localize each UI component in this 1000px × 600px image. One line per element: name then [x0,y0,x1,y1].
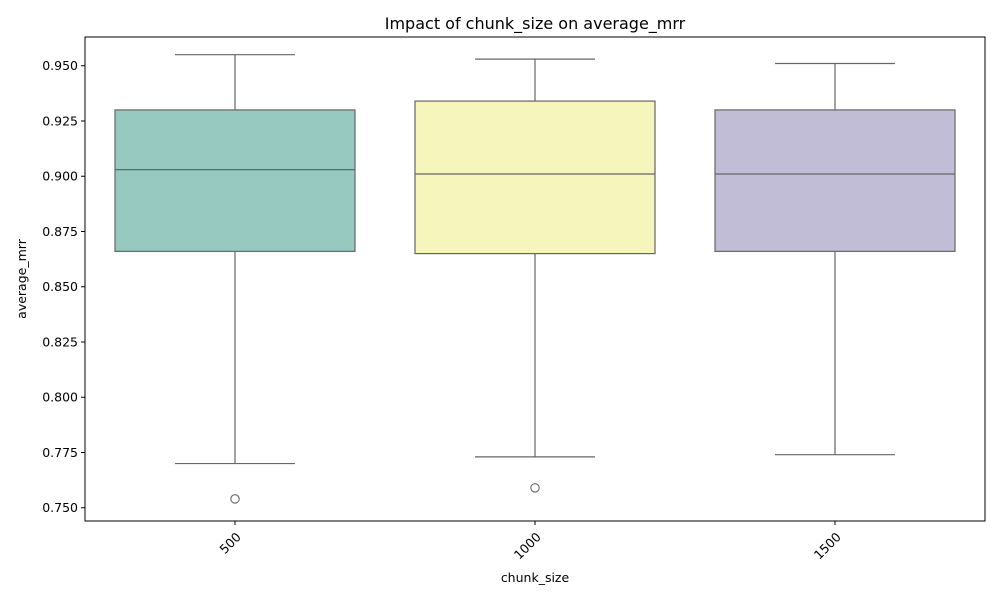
y-tick-label: 0.775 [42,445,78,460]
box-iqr [114,109,356,252]
chart-title: Impact of chunk_size on average_mrr [385,14,686,34]
box-group-1500 [714,62,956,456]
y-tick-label: 0.900 [42,169,78,184]
box-iqr [714,109,956,252]
x-tick-label: 1000 [511,529,544,562]
y-tick-label: 0.850 [42,279,78,294]
x-tick-label: 1500 [811,529,844,562]
y-tick-label: 0.925 [42,113,78,128]
box-group-1000 [414,58,656,493]
y-tick-label: 0.800 [42,390,78,405]
plot-area [114,54,956,504]
x-axis: 500 1000 1500 [216,521,844,562]
y-tick-label: 0.750 [42,500,78,515]
box-group-500 [114,54,356,504]
y-axis-label: average_mrr [14,238,29,319]
y-tick-label: 0.950 [42,58,78,73]
outlier-point [230,494,240,504]
y-tick-label: 0.875 [42,224,78,239]
box-iqr [414,100,656,255]
x-axis-label: chunk_size [501,570,570,585]
y-tick-label: 0.825 [42,334,78,349]
y-axis: 0.750 0.775 0.800 0.825 0.850 0.875 0.900 0.925… [42,58,85,515]
x-tick-label: 500 [216,529,244,557]
outlier-point [530,483,540,493]
